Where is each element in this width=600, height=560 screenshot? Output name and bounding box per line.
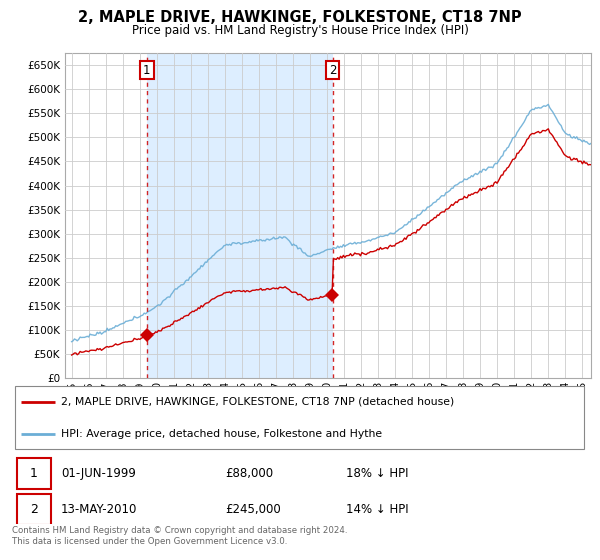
FancyBboxPatch shape [17, 458, 51, 488]
Bar [147, 53, 333, 378]
Text: 2, MAPLE DRIVE, HAWKINGE, FOLKESTONE, CT18 7NP (detached house): 2, MAPLE DRIVE, HAWKINGE, FOLKESTONE, CT… [61, 397, 454, 407]
Text: 2: 2 [30, 503, 38, 516]
Text: 1: 1 [30, 466, 38, 480]
Text: 18% ↓ HPI: 18% ↓ HPI [346, 466, 409, 480]
Text: Price paid vs. HM Land Registry's House Price Index (HPI): Price paid vs. HM Land Registry's House … [131, 24, 469, 36]
Text: HPI: Average price, detached house, Folkestone and Hythe: HPI: Average price, detached house, Folk… [61, 428, 382, 438]
FancyBboxPatch shape [17, 494, 51, 525]
Text: 13-MAY-2010: 13-MAY-2010 [61, 503, 137, 516]
Text: 2, MAPLE DRIVE, HAWKINGE, FOLKESTONE, CT18 7NP: 2, MAPLE DRIVE, HAWKINGE, FOLKESTONE, CT… [78, 10, 522, 25]
Text: £88,000: £88,000 [225, 466, 273, 480]
Text: 2: 2 [329, 63, 337, 77]
Text: 01-JUN-1999: 01-JUN-1999 [61, 466, 136, 480]
Text: Contains HM Land Registry data © Crown copyright and database right 2024.
This d: Contains HM Land Registry data © Crown c… [12, 526, 347, 546]
Text: £245,000: £245,000 [225, 503, 281, 516]
Text: 14% ↓ HPI: 14% ↓ HPI [346, 503, 409, 516]
FancyBboxPatch shape [15, 386, 584, 450]
Text: 1: 1 [143, 63, 151, 77]
